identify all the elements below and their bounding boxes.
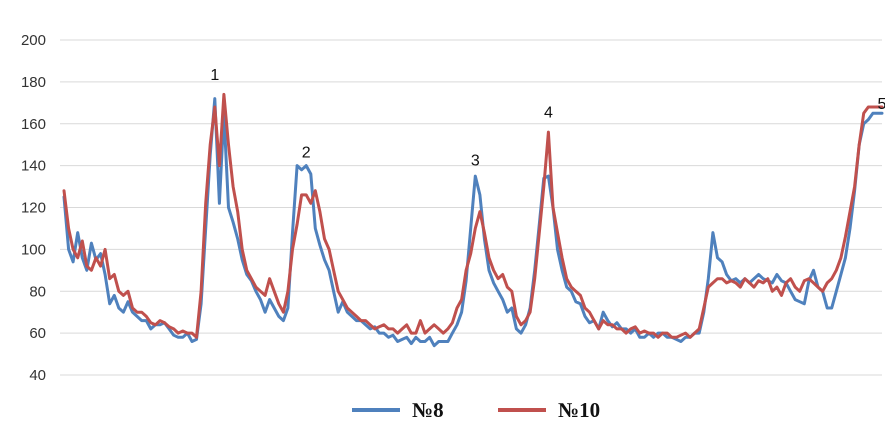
y-tick-label-180: 180	[21, 74, 46, 91]
y-tick-label-80: 80	[29, 283, 46, 300]
series-no10	[62, 92, 884, 339]
y-tick-label-100: 100	[21, 241, 46, 258]
peak-label-1: 1	[210, 67, 219, 84]
gridlines	[60, 39, 882, 376]
series-no8	[62, 97, 884, 348]
legend-label-series-no10: №10	[558, 398, 600, 422]
y-tick-label-160: 160	[21, 116, 46, 133]
series-lines	[62, 92, 884, 348]
y-tick-label-200: 200	[21, 32, 46, 49]
legend-label-series-no8: №8	[412, 398, 444, 422]
y-axis-tick-labels: 40 60 80 100 120 140 160 180 200	[21, 32, 46, 384]
y-tick-label-140: 140	[21, 158, 46, 175]
y-tick-label-120: 120	[21, 200, 46, 217]
legend: №8 №10	[352, 398, 600, 422]
peak-label-3: 3	[471, 153, 480, 170]
peak-annotations: 1 2 3 4 5	[210, 67, 885, 170]
peak-label-4: 4	[544, 105, 553, 122]
peak-label-2: 2	[302, 144, 311, 161]
y-tick-label-60: 60	[29, 325, 46, 342]
peak-label-5: 5	[878, 96, 885, 113]
y-tick-label-40: 40	[29, 367, 46, 384]
